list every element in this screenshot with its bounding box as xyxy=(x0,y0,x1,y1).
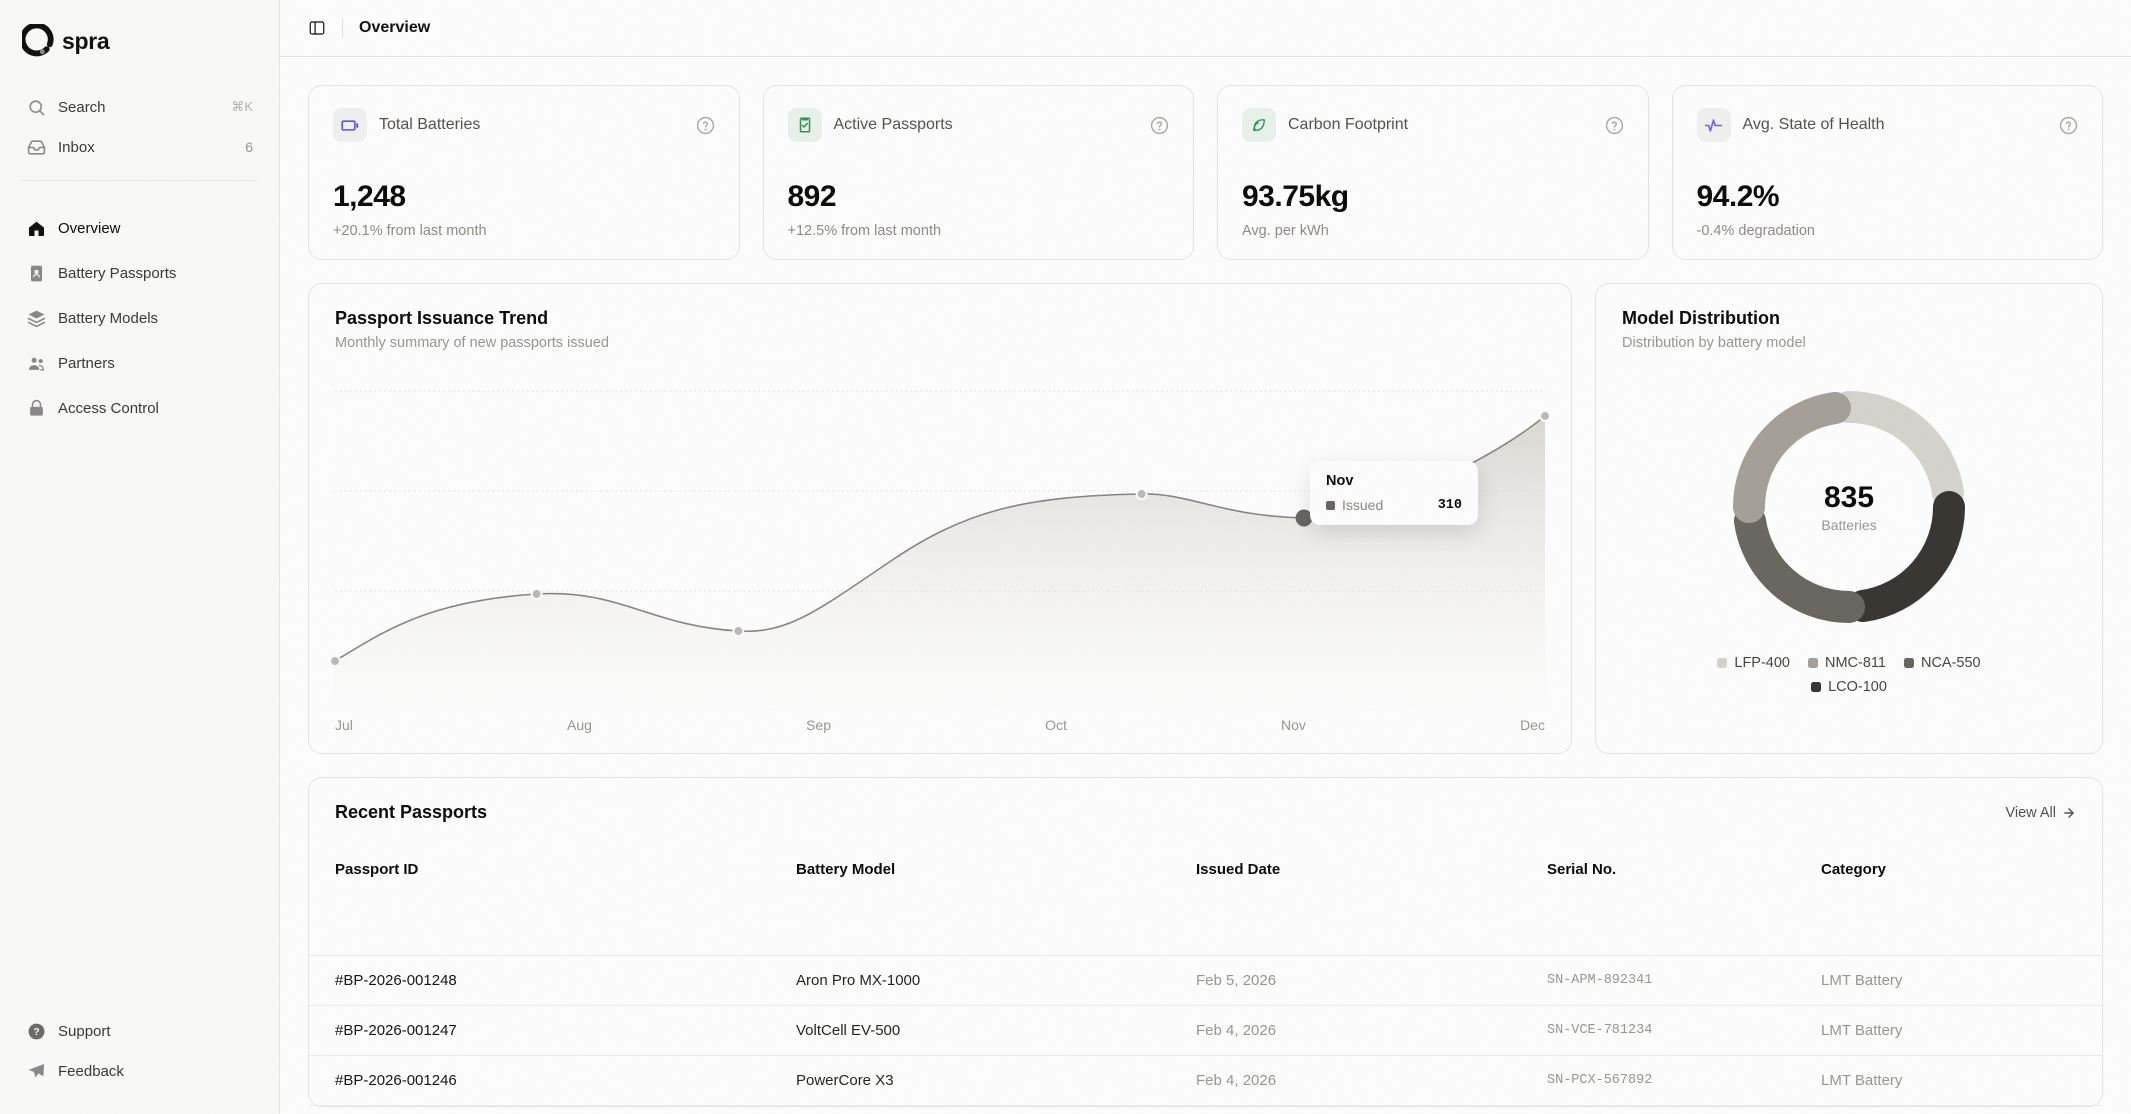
svg-text:?: ? xyxy=(33,1027,39,1038)
